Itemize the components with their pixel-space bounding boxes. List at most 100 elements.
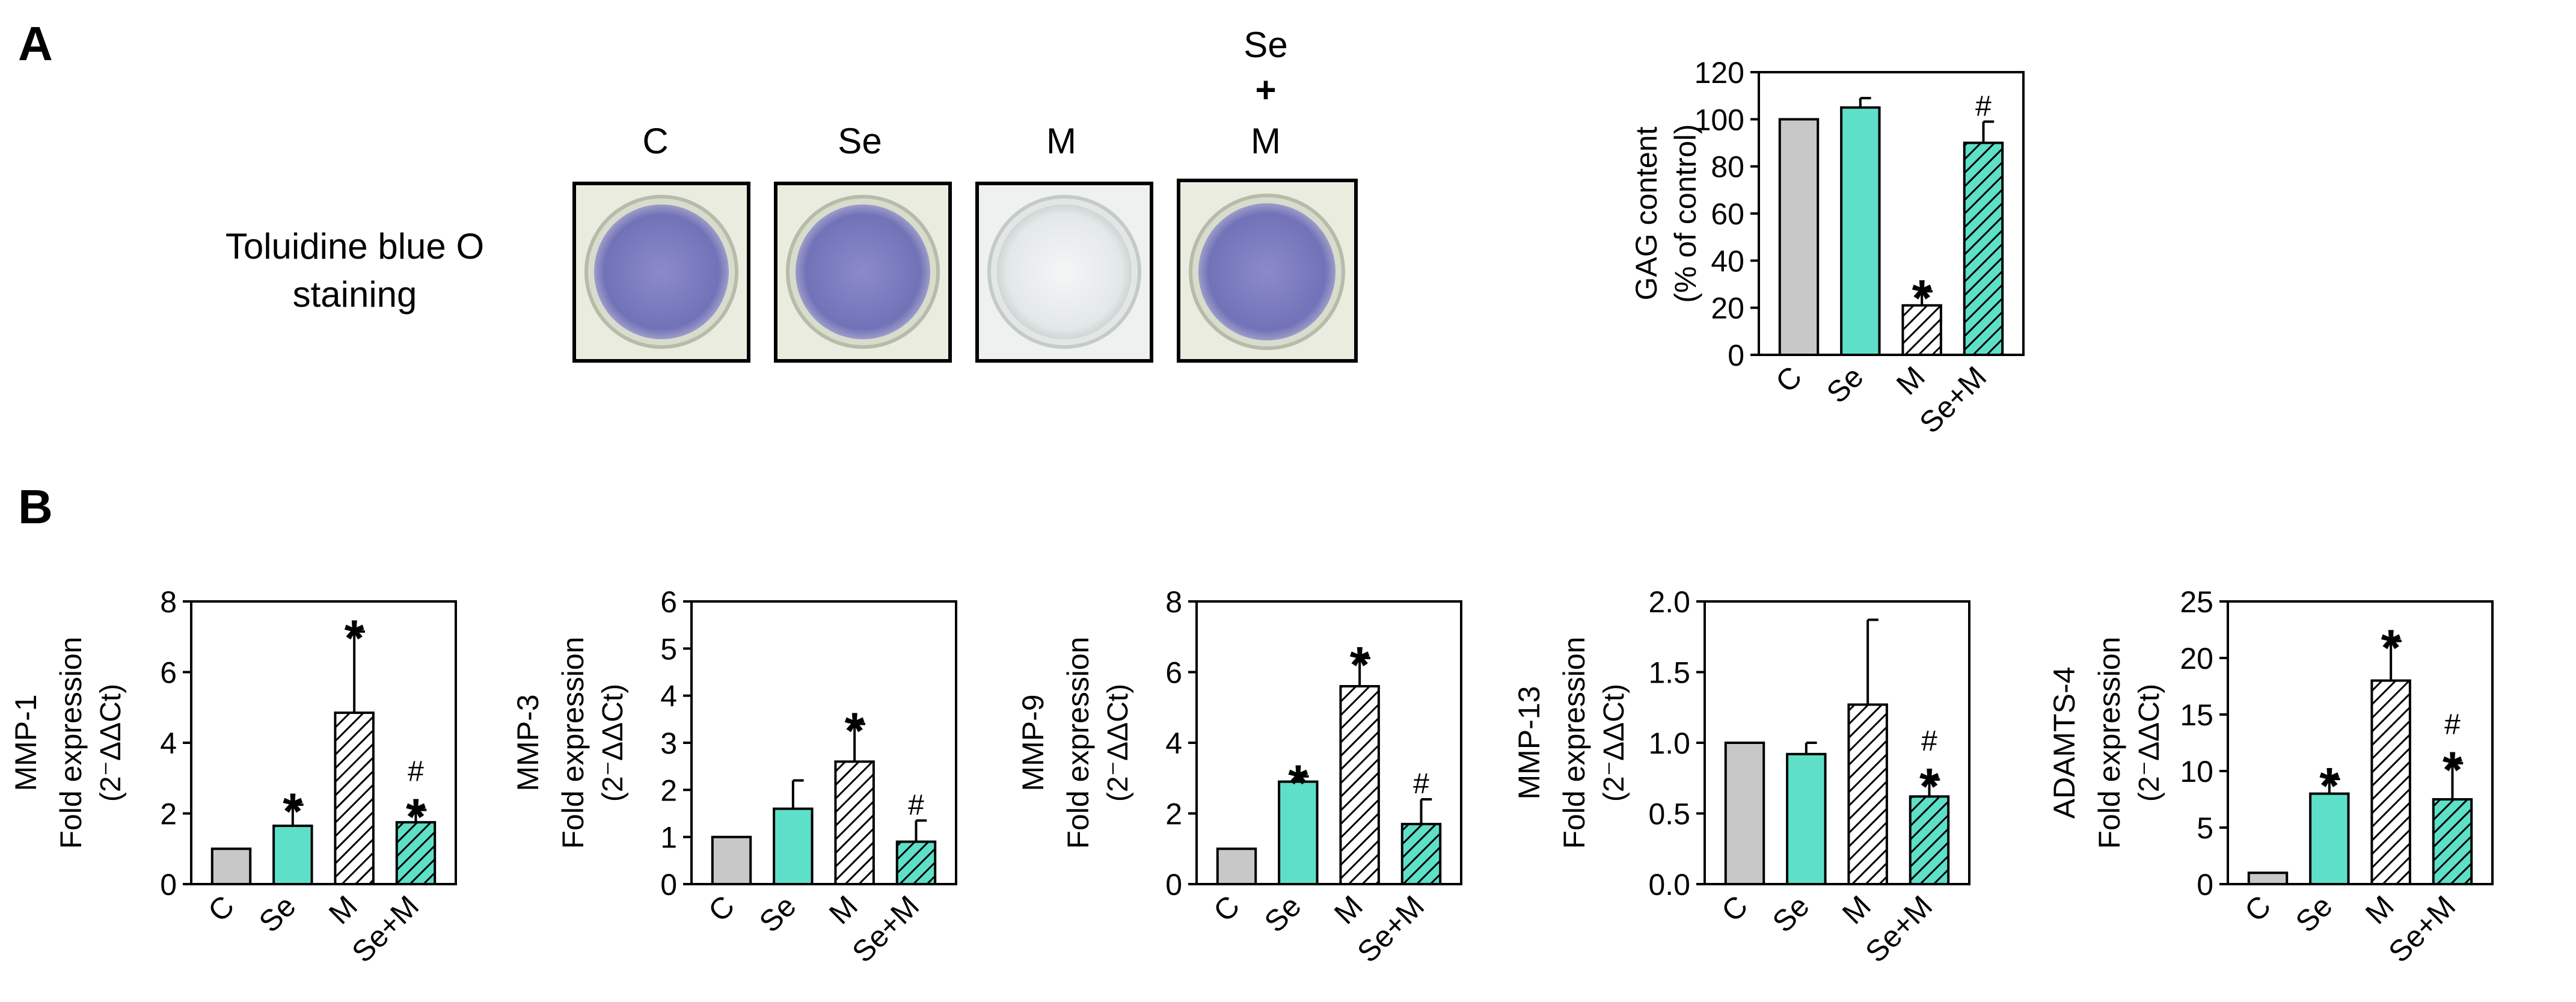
significance-hash: # (1975, 90, 1992, 122)
y-axis-label: Fold expression (556, 637, 590, 849)
y-tick-label: 4 (1165, 727, 1182, 760)
staining-label-line2: staining (293, 274, 417, 315)
significance-star: * (2319, 758, 2339, 815)
panel-b-label: B (18, 480, 53, 533)
significance-star: * (406, 788, 426, 846)
significance-star: * (2381, 620, 2401, 677)
chart-mmp9: 0 2 4 6 8 C * Se * M # Se+M MMP-9 Fold expression (2⁻Δ… (1016, 585, 1462, 969)
x-category-label: Se (253, 889, 302, 939)
well-label-sem-1: Se (1244, 25, 1287, 65)
y-tick-label: 80 (1711, 150, 1744, 184)
bar-c (1778, 118, 1820, 356)
significance-star: * (1912, 270, 1932, 327)
chart-mmp13: 0.0 0.5 1.0 1.5 2.0 C Se M *# Se+M MMP-13 Fold expr… (1512, 585, 1970, 969)
x-category-label: Se+M (1859, 889, 1939, 969)
bar-m (334, 712, 375, 885)
significance-star: * (1350, 637, 1370, 694)
bar-c (1216, 847, 1257, 885)
y-tick-label: 8 (1165, 585, 1182, 619)
y-axis-label: Fold expression (54, 637, 88, 849)
chart-mmp3: 0 1 2 3 4 5 6 C Se * M # Se+M MMP-3 Fold expression (2⁻… (511, 585, 957, 969)
bar-se (1786, 752, 1827, 886)
y-axis-unit-label: (2⁻ΔΔCt) (2133, 684, 2165, 802)
x-category-label: C (702, 889, 741, 928)
y-tick-label: 5 (2197, 811, 2213, 845)
y-tick-label: 1.5 (1648, 656, 1690, 690)
x-category-label: Se (2289, 889, 2339, 939)
x-category-label: C (1769, 360, 1808, 399)
x-category-label: Se (753, 889, 803, 939)
y-tick-label: 0 (2197, 868, 2213, 902)
y-axis-label: Fold expression (2093, 637, 2126, 849)
chart-frame (2227, 600, 2494, 885)
well-image-c (572, 182, 750, 363)
significance-star: * (283, 784, 302, 841)
significance-star: * (1288, 755, 1308, 813)
y-tick-label: 1.0 (1648, 727, 1690, 760)
y-tick-label: 8 (160, 585, 177, 619)
y-axis-gene-label: MMP-9 (1016, 694, 1050, 791)
significance-star: * (845, 702, 865, 760)
chart-gag: 0 20 40 60 80 100 120 C Se * M # Se+M GAG content (% o… (1630, 56, 2025, 440)
y-tick-label: 20 (1711, 292, 1744, 325)
y-tick-label: 6 (660, 585, 677, 619)
y-axis-gene-label: MMP-1 (9, 694, 43, 791)
y-tick-label: 100 (1694, 103, 1744, 137)
y-axis-label: Fold expression (1061, 637, 1095, 849)
significance-hash: # (1413, 768, 1429, 800)
y-tick-label: 4 (660, 680, 677, 713)
y-axis-gene-label: ADAMTS-4 (2047, 667, 2081, 819)
well-image-m (975, 182, 1153, 363)
y-axis-label: Fold expression (1557, 637, 1591, 849)
y-tick-label: 0 (160, 868, 177, 902)
y-axis-unit-label: (2⁻ΔΔCt) (1598, 684, 1630, 802)
y-axis-label: GAG content (1630, 126, 1663, 300)
bar-m (1339, 685, 1380, 885)
x-category-label: M (2359, 889, 2400, 930)
x-category-label: C (1715, 889, 1754, 928)
bar-m (834, 760, 875, 886)
y-tick-label: 20 (2180, 642, 2213, 675)
y-tick-label: 3 (660, 727, 677, 760)
y-tick-label: 40 (1711, 244, 1744, 278)
bar-se (1278, 780, 1319, 885)
y-tick-label: 6 (1165, 656, 1182, 690)
y-tick-label: 25 (2180, 585, 2213, 619)
x-category-label: Se+M (1351, 889, 1431, 969)
y-tick-label: 0 (1165, 868, 1182, 902)
y-axis-unit-label: (2⁻ΔΔCt) (1102, 684, 1134, 802)
y-tick-label: 1 (660, 821, 677, 855)
y-tick-label: 2.0 (1648, 585, 1690, 619)
x-category-label: M (1890, 360, 1931, 401)
y-tick-label: 0 (1728, 339, 1744, 372)
significance-hash: # (2444, 709, 2461, 741)
significance-star: * (1919, 758, 1939, 816)
well-label-sem-2: + (1255, 70, 1276, 110)
well-label-sem-3: M (1251, 121, 1281, 161)
y-tick-label: 2 (660, 773, 677, 807)
y-axis-gene-label: MMP-3 (511, 694, 545, 791)
bar-se-m (895, 840, 937, 885)
well-label-se: Se (838, 121, 882, 161)
well-image-se (774, 182, 952, 363)
well-image-sem (1177, 179, 1358, 363)
x-category-label: M (823, 889, 864, 930)
y-tick-label: 5 (660, 632, 677, 666)
bar-c (1724, 742, 1765, 885)
y-axis-unit-label: (2⁻ΔΔCt) (95, 684, 127, 802)
bar-m (1847, 703, 1888, 886)
y-tick-label: 10 (2180, 755, 2213, 788)
y-tick-label: 120 (1694, 56, 1744, 90)
x-category-label: Se+M (845, 889, 925, 969)
y-axis-unit-label: (2⁻ΔΔCt) (597, 684, 629, 802)
x-category-label: Se+M (345, 889, 425, 969)
y-tick-label: 0.0 (1648, 868, 1690, 902)
staining-section: Toluidine blue O staining C Se M Se + M (225, 25, 1358, 363)
x-category-label: C (201, 889, 241, 928)
y-tick-label: 2 (160, 798, 177, 831)
x-category-label: M (1836, 889, 1877, 930)
y-tick-label: 2 (1165, 798, 1182, 831)
